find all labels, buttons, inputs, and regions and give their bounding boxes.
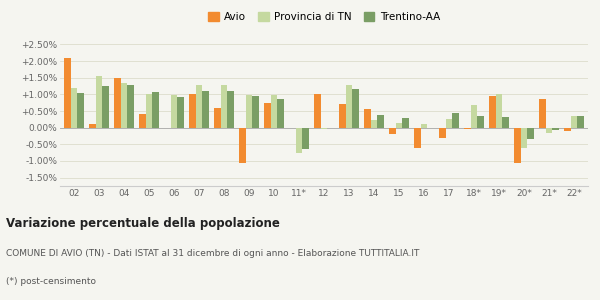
Bar <box>478 116 484 128</box>
Bar <box>521 128 527 148</box>
Bar <box>245 95 252 128</box>
Bar <box>490 96 496 128</box>
Bar <box>64 58 71 128</box>
Bar <box>464 128 471 129</box>
Bar <box>146 94 152 128</box>
Bar <box>321 128 327 129</box>
Bar <box>202 91 209 128</box>
Bar <box>403 118 409 128</box>
Legend: Avio, Provincia di TN, Trentino-AA: Avio, Provincia di TN, Trentino-AA <box>204 8 444 26</box>
Bar <box>77 93 83 128</box>
Bar <box>139 114 146 128</box>
Bar <box>577 116 584 128</box>
Bar <box>364 109 371 128</box>
Bar <box>95 76 102 128</box>
Bar <box>546 128 553 133</box>
Bar <box>214 108 221 128</box>
Text: (*) post-censimento: (*) post-censimento <box>6 277 96 286</box>
Bar <box>514 128 521 163</box>
Bar <box>352 89 359 128</box>
Bar <box>571 116 577 128</box>
Bar <box>170 95 177 128</box>
Bar <box>152 92 158 128</box>
Bar <box>439 128 446 138</box>
Bar <box>239 128 245 163</box>
Bar <box>339 104 346 128</box>
Bar <box>346 85 352 128</box>
Bar <box>421 124 427 128</box>
Bar <box>71 88 77 128</box>
Bar <box>496 94 502 128</box>
Bar <box>227 91 233 128</box>
Bar <box>471 105 478 128</box>
Bar <box>389 128 396 134</box>
Bar <box>314 94 321 128</box>
Bar <box>114 78 121 128</box>
Bar <box>252 96 259 128</box>
Bar <box>296 128 302 153</box>
Bar <box>277 99 284 128</box>
Bar <box>452 113 459 128</box>
Bar <box>196 85 202 128</box>
Bar <box>396 123 403 128</box>
Bar <box>177 97 184 128</box>
Bar <box>565 128 571 131</box>
Bar <box>189 94 196 128</box>
Bar <box>121 83 127 128</box>
Bar <box>264 103 271 128</box>
Bar <box>446 119 452 128</box>
Bar <box>221 85 227 128</box>
Bar <box>127 85 134 128</box>
Bar <box>271 95 277 128</box>
Bar <box>415 128 421 148</box>
Bar <box>553 128 559 130</box>
Bar <box>502 117 509 128</box>
Bar <box>377 115 384 128</box>
Text: Variazione percentuale della popolazione: Variazione percentuale della popolazione <box>6 217 280 230</box>
Bar <box>371 120 377 128</box>
Bar <box>89 124 95 128</box>
Bar <box>539 99 546 128</box>
Bar <box>527 128 534 139</box>
Bar <box>102 86 109 128</box>
Bar <box>302 128 309 149</box>
Text: COMUNE DI AVIO (TN) - Dati ISTAT al 31 dicembre di ogni anno - Elaborazione TUTT: COMUNE DI AVIO (TN) - Dati ISTAT al 31 d… <box>6 250 419 259</box>
